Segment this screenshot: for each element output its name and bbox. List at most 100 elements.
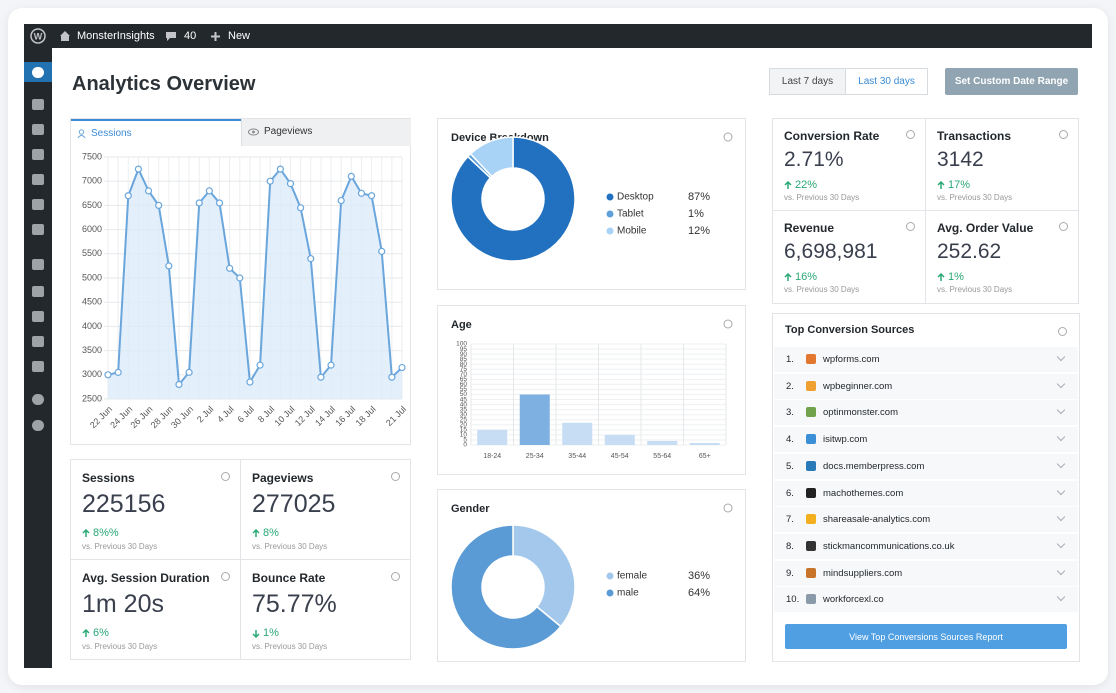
wp-logo[interactable]: W — [30, 28, 46, 44]
x-tick-label: 45-54 — [611, 453, 629, 460]
menu-icon[interactable] — [32, 67, 44, 78]
menu-icon[interactable] — [32, 124, 44, 135]
y-tick-label: 5000 — [82, 272, 102, 282]
change-value: 16% — [795, 271, 818, 283]
custom-range-button[interactable]: Set Custom Date Range — [945, 68, 1078, 95]
chevron — [1056, 406, 1066, 415]
menu-icon[interactable] — [32, 149, 44, 160]
point — [205, 187, 213, 195]
source-row[interactable]: 9. mindsuppliers.com — [774, 560, 1078, 586]
legend-swatch — [606, 227, 614, 235]
point — [327, 361, 335, 369]
stat-change: 6% — [82, 627, 109, 639]
bar-chart: Age 0510152025303540455055606570758085909… — [451, 319, 733, 460]
stat-change: 17% — [937, 179, 970, 191]
info-icon[interactable] — [906, 222, 915, 231]
y-tick-label: 15 — [460, 427, 468, 434]
info-icon — [723, 503, 733, 513]
stat-value: 75.77% — [252, 590, 337, 618]
y-tick-label: 35 — [460, 406, 468, 413]
bar — [477, 429, 508, 445]
y-tick-label: 75 — [460, 366, 468, 373]
stat-note: vs. Previous 30 Days — [784, 193, 860, 202]
stat-note: vs. Previous 30 Days — [82, 542, 158, 551]
bar — [604, 434, 635, 445]
tab-label: Pageviews — [264, 126, 313, 137]
menu-icon[interactable] — [32, 336, 44, 347]
info-icon[interactable] — [221, 472, 230, 481]
point — [347, 172, 355, 180]
source-row[interactable]: 4. isitwp.com — [774, 427, 1078, 453]
point — [378, 247, 386, 255]
menu-icon[interactable] — [32, 224, 44, 235]
y-tick-label: 2500 — [82, 393, 102, 403]
source-row[interactable]: 3. optinmonster.com — [774, 400, 1078, 426]
bar — [562, 422, 593, 445]
stat-card: Sessions 225156 8%% vs. Previous 30 Days — [71, 460, 241, 560]
point — [307, 255, 315, 263]
source-row[interactable]: 7. shareasale-analytics.com — [774, 507, 1078, 533]
conversions-panel: Conversion Rate 2.71% 22% vs. Previous 30 D… — [772, 118, 1079, 304]
report-button[interactable]: View Top Conversions Sources Report — [785, 624, 1067, 649]
range-button[interactable]: Last 30 days — [845, 68, 928, 95]
y-tick-label: 5 — [463, 437, 467, 444]
stat-label: Transactions — [937, 129, 1012, 143]
area — [108, 169, 402, 399]
menu-icon[interactable] — [32, 174, 44, 185]
new-link[interactable]: New — [228, 30, 251, 42]
menu-icon[interactable] — [32, 99, 44, 110]
menu-icon[interactable] — [32, 286, 44, 297]
device-panel: Device BreakdownDesktop87%Tablet1%Mobile… — [437, 118, 746, 290]
stat-card: Transactions 3142 17% vs. Previous 30 Days — [926, 119, 1079, 211]
stat-label: Sessions — [82, 471, 135, 485]
comment-count[interactable]: 40 — [184, 30, 197, 42]
site-name[interactable]: MonsterInsights — [77, 30, 155, 42]
info-icon[interactable] — [1059, 130, 1068, 139]
menu-icon[interactable] — [32, 199, 44, 210]
chevron — [1056, 539, 1066, 549]
source-icon — [806, 514, 816, 525]
stat-label: Revenue — [784, 221, 835, 235]
source-row[interactable]: 5. docs.memberpress.com — [774, 453, 1078, 479]
stat-card: Bounce Rate 75.77% 1% vs. Previous 30 Days — [241, 560, 411, 660]
tab[interactable]: Sessions — [71, 119, 241, 146]
point — [337, 196, 345, 205]
menu-icon[interactable] — [32, 361, 44, 372]
source-rank: 5. — [786, 460, 794, 472]
x-tick-label: 65+ — [699, 453, 711, 460]
slice — [512, 524, 576, 628]
point — [297, 204, 305, 212]
info-icon[interactable] — [391, 472, 400, 481]
info-icon[interactable] — [906, 130, 915, 139]
info-icon[interactable] — [1059, 222, 1068, 231]
point — [195, 199, 203, 207]
source-row[interactable]: 6. machothemes.com — [774, 480, 1078, 506]
legend-label: female — [617, 571, 647, 582]
menu-icon[interactable] — [32, 420, 44, 431]
menu-icon[interactable] — [32, 311, 44, 322]
legend-label: Desktop — [617, 192, 654, 203]
point — [104, 371, 112, 379]
source-name: wpbeginner.com — [823, 380, 893, 392]
y-tick-label: 4500 — [82, 297, 102, 307]
x-tick-label: 10 Jul — [273, 404, 297, 428]
trend-arrow — [252, 528, 260, 537]
source-row[interactable]: 2. wpbeginner.com — [774, 373, 1078, 399]
range-button[interactable]: Last 7 days — [769, 68, 846, 95]
source-row[interactable]: 10. workforcexl.co — [774, 587, 1078, 613]
info-icon[interactable] — [391, 572, 400, 581]
y-tick-label: 90 — [460, 351, 468, 358]
tab[interactable]: Pageviews — [241, 119, 411, 146]
y-tick-label: 10 — [460, 432, 468, 439]
trend-arrow — [937, 272, 945, 281]
y-tick-label: 7500 — [82, 151, 102, 161]
source-rank: 6. — [786, 487, 794, 499]
source-row[interactable]: 8. stickmancommunications.co.uk — [774, 533, 1078, 559]
menu-icon[interactable] — [32, 394, 44, 405]
menu-icon[interactable] — [32, 259, 44, 270]
x-tick-label: 35-44 — [568, 453, 586, 460]
info-icon[interactable] — [221, 572, 230, 581]
info-icon[interactable] — [1058, 327, 1067, 336]
source-row[interactable]: 1. wpforms.com — [774, 347, 1078, 372]
stat-label: Avg. Session Duration — [82, 571, 210, 585]
